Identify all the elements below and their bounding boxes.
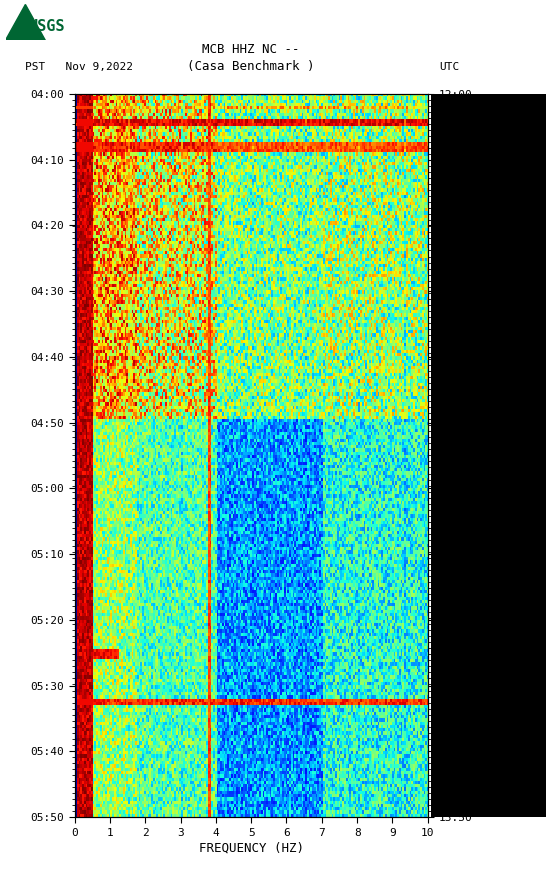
Text: MCB HHZ NC --: MCB HHZ NC -- <box>203 43 300 55</box>
Text: USGS: USGS <box>29 20 65 34</box>
Polygon shape <box>6 4 45 40</box>
X-axis label: FREQUENCY (HZ): FREQUENCY (HZ) <box>199 842 304 855</box>
Text: (Casa Benchmark ): (Casa Benchmark ) <box>188 61 315 73</box>
Text: UTC: UTC <box>439 62 459 72</box>
Text: PST   Nov 9,2022: PST Nov 9,2022 <box>25 62 133 72</box>
